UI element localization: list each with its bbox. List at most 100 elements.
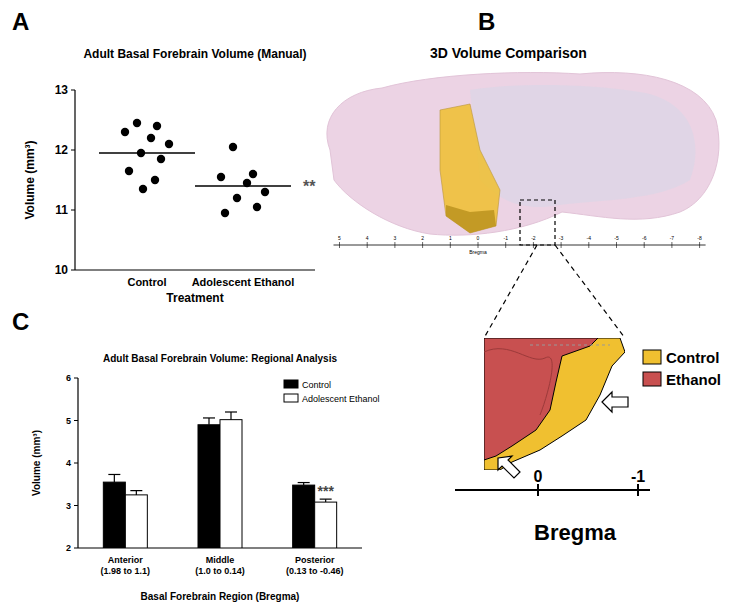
error-bar (225, 412, 237, 420)
bregma-tick (637, 484, 639, 496)
y-tick (74, 505, 78, 506)
ruler-tick (671, 242, 672, 248)
ruler-tick (394, 242, 395, 248)
ruler-tick-label: -1 (503, 235, 508, 241)
x-tick-label: Middle(1.0 to 0.14) (195, 555, 245, 576)
y-tick (74, 463, 78, 464)
y-tick-label: 10 (55, 263, 69, 277)
chart-title: Adult Basal Forebrain Volume (Manual) (83, 47, 306, 61)
y-tick (71, 90, 75, 91)
ruler-tick-label: -4 (587, 235, 592, 241)
diagram-title: 3D Volume Comparison (430, 45, 587, 61)
ruler-tick-label: 3 (394, 235, 397, 241)
bar (198, 425, 220, 548)
ruler-tick (699, 242, 700, 248)
x-axis (75, 269, 315, 270)
chart-bar: Adult Basal Forebrain Volume: Regional A… (31, 353, 380, 602)
ruler-tick (505, 242, 506, 248)
y-tick-label: 13 (55, 83, 69, 97)
bregma-tick-label: 0 (534, 468, 543, 485)
error-stem (230, 412, 231, 420)
panel-label: B (478, 8, 495, 35)
zoom-box (520, 200, 555, 245)
error-cap (203, 417, 215, 418)
ruler-tick-label: -2 (531, 235, 536, 241)
arrow (602, 392, 628, 412)
legend-label: Ethanol (666, 371, 721, 388)
error-cap (298, 482, 310, 483)
ruler-tick (616, 242, 617, 248)
x-tick-label: Anterior(1.98 to 1.1) (101, 555, 151, 576)
chart-scatter: Adult Basal Forebrain Volume (Manual) 10 1… (23, 47, 316, 305)
error-stem (114, 474, 115, 482)
bar (125, 495, 147, 548)
label-line: Anterior (108, 555, 144, 565)
label-line: (0.13 to -0.46) (286, 566, 344, 576)
bregma-tick-label: -1 (631, 468, 645, 485)
y-tick-label: 3 (66, 501, 71, 511)
plot-area (103, 412, 336, 548)
legend-swatch (284, 394, 298, 402)
error-cap (108, 474, 120, 475)
legend-swatch (643, 372, 661, 386)
x-axis-label: Treatment (166, 291, 223, 305)
ruler-tick (367, 242, 368, 248)
data-point (147, 134, 155, 142)
x-axis-label: Basal Forebrain Region (Bregma) (141, 591, 300, 602)
error-cap (130, 490, 142, 491)
y-tick (74, 420, 78, 421)
y-axis-label: Volume (mm³) (23, 140, 37, 219)
panel-label: A (12, 8, 29, 35)
error-cap (225, 411, 237, 412)
diagram-3d: 3D Volume Comparison543210-1-2-3-4-5-6-7… (327, 45, 721, 545)
brain-outline (327, 73, 719, 236)
bregma-line (455, 489, 650, 491)
brain-inner (470, 85, 696, 207)
error-stem (136, 491, 137, 495)
bar (103, 482, 125, 548)
ruler-tick (422, 242, 423, 248)
y-tick (71, 150, 75, 151)
legend-label: Control (302, 380, 331, 390)
arrow (498, 456, 520, 478)
error-bar (203, 418, 215, 425)
mean-line (99, 152, 195, 154)
data-point (125, 167, 133, 175)
data-point (217, 173, 225, 181)
annotation: ** (303, 178, 316, 195)
chart-title: Adult Basal Forebrain Volume: Regional A… (103, 353, 337, 364)
ruler-tick (339, 242, 340, 248)
region-shadow (446, 205, 496, 233)
data-point (261, 188, 269, 196)
x-tick-label: Posterior(0.13 to -0.46) (286, 555, 344, 576)
y-axis (74, 90, 75, 270)
y-tick-label: 2 (66, 543, 71, 553)
data-point (133, 119, 141, 127)
error-bar (130, 491, 142, 495)
data-point (249, 170, 257, 178)
bar (315, 502, 337, 548)
ruler-tick-label: -7 (670, 235, 675, 241)
data-point (121, 128, 129, 136)
bregma-tick (537, 484, 539, 496)
error-stem (208, 418, 209, 425)
ruler-tick (561, 242, 562, 248)
plot-area (99, 119, 291, 217)
inset-dash (530, 345, 610, 346)
y-tick-label: 11 (55, 203, 68, 217)
ruler-tick-label: 4 (366, 235, 369, 241)
data-point (151, 176, 159, 184)
legend-label: Adolescent Ethanol (302, 394, 380, 404)
label-line: (1.0 to 0.14) (195, 566, 245, 576)
data-point (139, 185, 147, 193)
legend-label: Control (666, 349, 719, 366)
annotation: *** (317, 483, 334, 499)
data-point (153, 122, 161, 130)
ethanol-region (484, 338, 598, 460)
ruler-tick (450, 242, 451, 248)
ruler-tick-label: -5 (614, 235, 619, 241)
ruler-tick-label: 1 (449, 235, 452, 241)
legend-swatch (284, 380, 298, 388)
ruler-tick-label: -6 (642, 235, 647, 241)
data-point (221, 209, 229, 217)
